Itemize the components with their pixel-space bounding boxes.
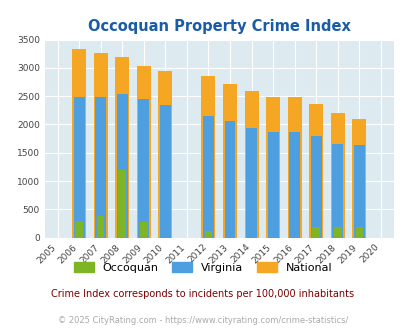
Text: Crime Index corresponds to incidents per 100,000 inhabitants: Crime Index corresponds to incidents per… (51, 289, 354, 299)
Bar (201, 76, 215, 238)
Bar (72, 49, 86, 238)
Bar (136, 66, 150, 238)
Bar (202, 116, 213, 238)
Bar (118, 170, 126, 238)
Bar (355, 227, 362, 238)
Bar (353, 146, 364, 238)
Bar (287, 97, 301, 238)
Bar (158, 71, 172, 238)
Bar (267, 132, 278, 238)
Bar (312, 227, 319, 238)
Bar (204, 231, 212, 238)
Bar (94, 53, 107, 238)
Bar (333, 227, 341, 238)
Bar (75, 221, 83, 238)
Bar (330, 113, 344, 238)
Bar (332, 144, 342, 238)
Title: Occoquan Property Crime Index: Occoquan Property Crime Index (87, 19, 350, 34)
Legend: Occoquan, Virginia, National: Occoquan, Virginia, National (69, 258, 336, 278)
Bar (352, 119, 365, 238)
Bar (95, 97, 106, 238)
Bar (244, 90, 258, 238)
Bar (289, 132, 299, 238)
Bar (265, 97, 279, 238)
Bar (224, 121, 235, 238)
Bar (245, 128, 256, 238)
Bar (97, 215, 104, 238)
Bar (115, 56, 129, 238)
Bar (140, 222, 147, 238)
Bar (310, 136, 321, 238)
Bar (117, 94, 127, 238)
Text: © 2025 CityRating.com - https://www.cityrating.com/crime-statistics/: © 2025 CityRating.com - https://www.city… (58, 316, 347, 325)
Bar (222, 84, 237, 238)
Bar (309, 104, 322, 238)
Bar (160, 105, 171, 238)
Bar (74, 97, 84, 238)
Bar (138, 99, 149, 238)
